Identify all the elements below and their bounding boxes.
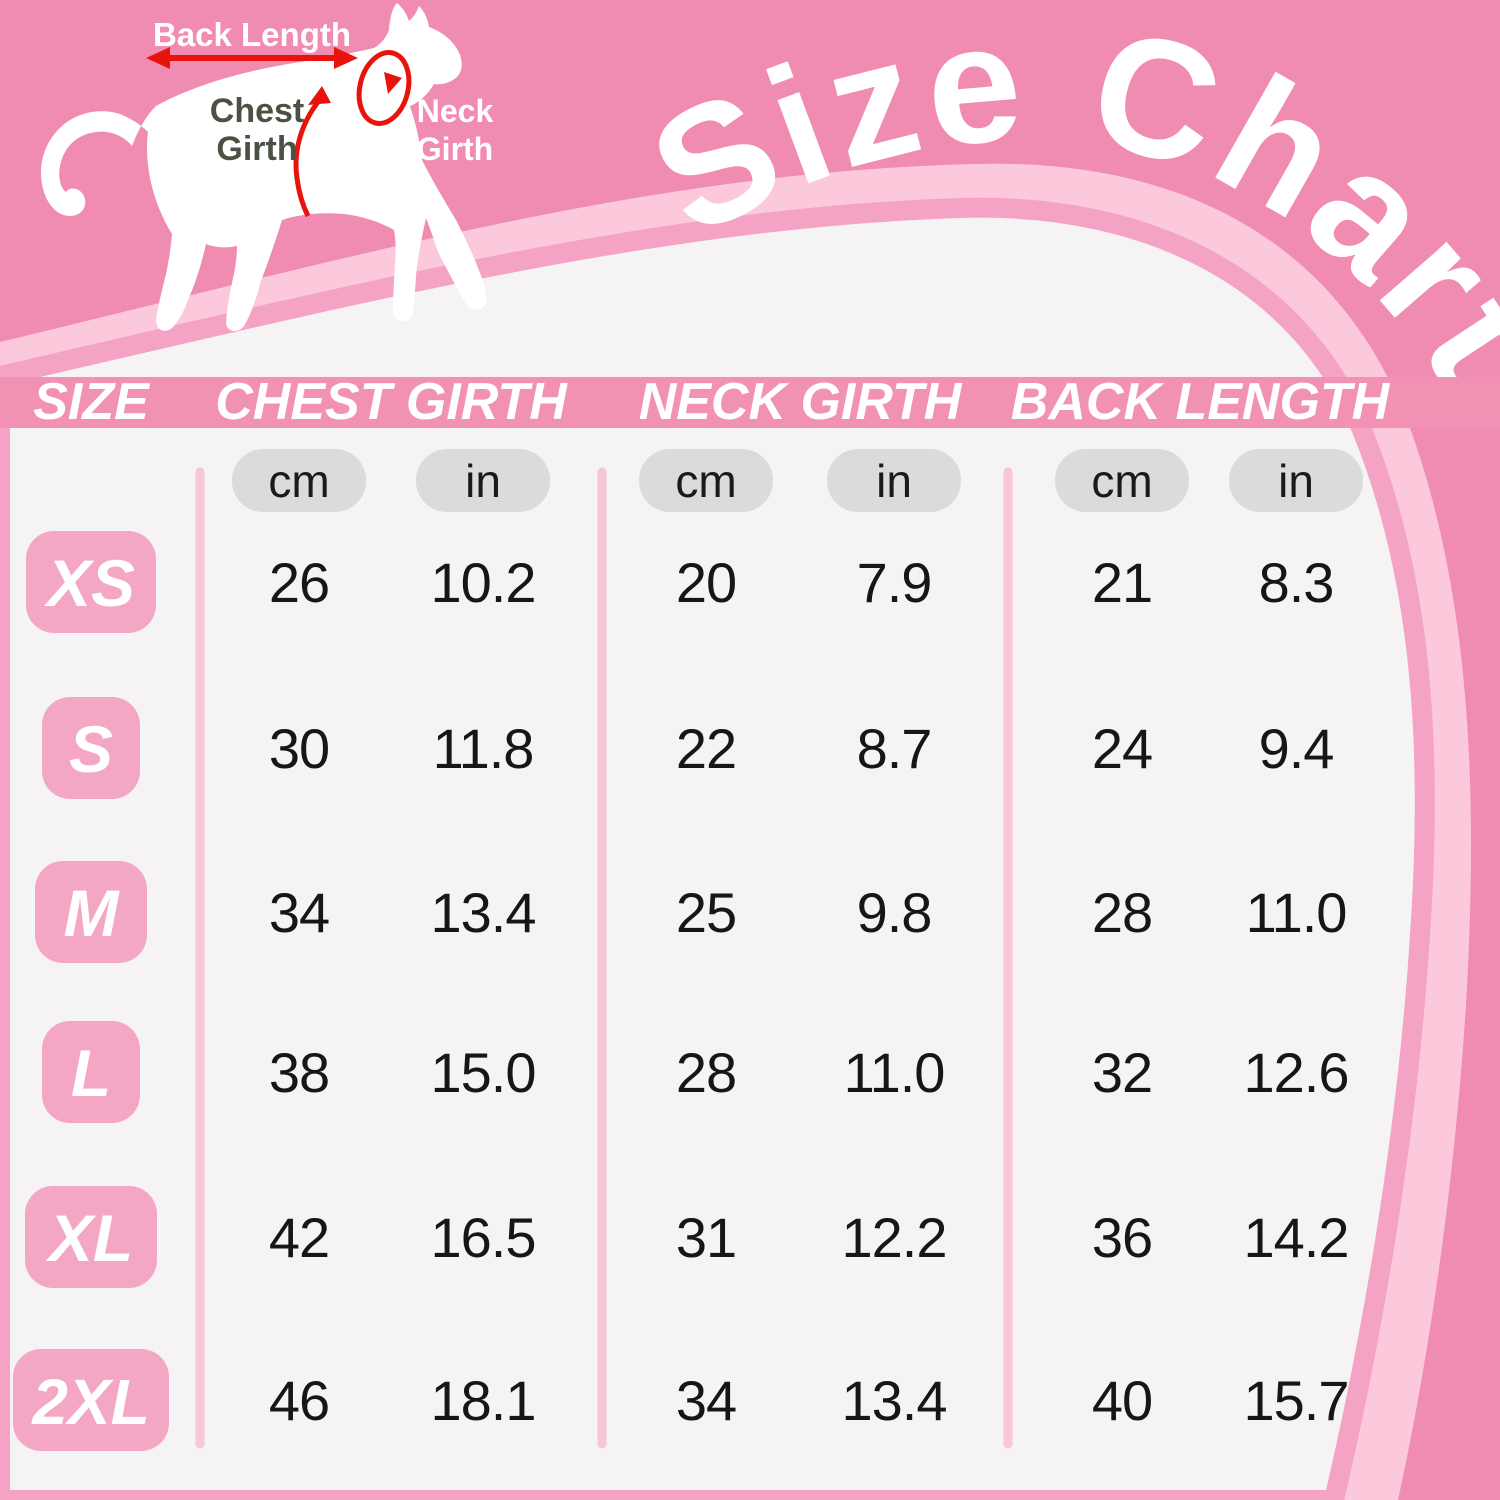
cell-xs-neck-in: 7.9: [857, 551, 932, 614]
badge-xl: [25, 1186, 157, 1288]
cell-xl-chest-in: 16.5: [431, 1206, 536, 1269]
unit-label: cm: [675, 455, 736, 507]
badge-m: [35, 861, 147, 963]
size-badges: XS S M L XL 2XL: [13, 531, 169, 1451]
chest-girth-label-line1: Chest: [210, 92, 304, 130]
cell-l-back-cm: 32: [1092, 1041, 1152, 1104]
pill-chest-cm: [232, 449, 366, 512]
badge-label-l: L: [71, 1036, 111, 1110]
curved-band: [0, 163, 1472, 1500]
cell-xl-chest-cm: 42: [269, 1206, 329, 1269]
cell-l-back-in: 12.6: [1244, 1041, 1349, 1104]
cell-m-neck-in: 9.8: [857, 881, 932, 944]
cell-s-back-in: 9.4: [1259, 717, 1334, 780]
unit-label: cm: [268, 455, 329, 507]
unit-label: in: [465, 455, 501, 507]
back-length-arrow: [146, 47, 358, 69]
cell-s-chest-cm: 30: [269, 717, 329, 780]
cell-l-neck-cm: 28: [676, 1041, 736, 1104]
pill-back-in: [1229, 449, 1363, 512]
neck-girth-loop: [356, 50, 412, 126]
cell-m-neck-cm: 25: [676, 881, 736, 944]
badge-l: [42, 1021, 140, 1123]
table-values: 26 10.2 20 7.9 21 8.3 30 11.8 22 8.7 24 …: [269, 551, 1350, 1432]
cell-m-back-in: 11.0: [1246, 881, 1347, 944]
cell-s-neck-in: 8.7: [857, 717, 932, 780]
cell-2xl-back-cm: 40: [1092, 1369, 1152, 1432]
chest-girth-loop: [293, 86, 331, 218]
cell-s-back-cm: 24: [1092, 717, 1152, 780]
cat-silhouette: [40, 3, 487, 332]
header-size: SIZE: [33, 373, 150, 431]
header-back-length: BACK LENGTH: [1011, 373, 1391, 431]
cell-2xl-neck-cm: 34: [676, 1369, 736, 1432]
pill-back-cm: [1055, 449, 1189, 512]
cell-l-chest-cm: 38: [269, 1041, 329, 1104]
column-dividers: [195, 467, 1013, 1449]
neck-girth-label-line2: Girth: [417, 131, 493, 167]
pill-chest-in: [416, 449, 550, 512]
cell-xs-chest-in: 10.2: [431, 551, 536, 614]
cell-xl-neck-cm: 31: [676, 1206, 736, 1269]
badge-2xl: [13, 1349, 169, 1451]
unit-label: in: [1278, 455, 1314, 507]
cell-2xl-back-in: 15.7: [1244, 1369, 1349, 1432]
back-length-label: Back Length: [153, 16, 351, 53]
cat-measure-diagram: Back Length Chest Girth Neck Girth: [40, 3, 494, 332]
badge-label-m: M: [64, 876, 121, 950]
cell-xs-back-cm: 21: [1092, 551, 1152, 614]
pill-neck-in: [827, 449, 961, 512]
badge-label-xl: XL: [45, 1201, 133, 1275]
badge-label-s: S: [69, 712, 113, 786]
badge-label-2xl: 2XL: [31, 1366, 149, 1438]
cell-xl-back-cm: 36: [1092, 1206, 1152, 1269]
unit-label: in: [876, 455, 912, 507]
cell-m-back-cm: 28: [1092, 881, 1152, 944]
badge-xs: [26, 531, 156, 633]
cell-xs-chest-cm: 26: [269, 551, 329, 614]
table-header-band: [0, 377, 1500, 428]
chest-girth-label-line2: Girth: [216, 130, 297, 168]
badge-s: [42, 697, 140, 799]
cell-xl-back-in: 14.2: [1244, 1206, 1349, 1269]
cell-m-chest-in: 13.4: [431, 881, 536, 944]
neck-girth-label-line1: Neck: [417, 93, 494, 129]
cell-s-neck-cm: 22: [676, 717, 736, 780]
cell-l-chest-in: 15.0: [431, 1041, 536, 1104]
unit-pills: cm in cm in cm in: [232, 449, 1363, 512]
cell-2xl-chest-cm: 46: [269, 1369, 329, 1432]
header-chest-girth: CHEST GIRTH: [215, 373, 568, 431]
cell-xs-neck-cm: 20: [676, 551, 736, 614]
cell-2xl-chest-in: 18.1: [431, 1369, 536, 1432]
cell-xl-neck-in: 12.2: [842, 1206, 947, 1269]
cell-s-chest-in: 11.8: [433, 717, 534, 780]
unit-label: cm: [1091, 455, 1152, 507]
cell-xs-back-in: 8.3: [1259, 551, 1334, 614]
header-neck-girth: NECK GIRTH: [639, 373, 963, 431]
cell-2xl-neck-in: 13.4: [842, 1369, 947, 1432]
cell-l-neck-in: 11.0: [844, 1041, 945, 1104]
badge-label-xs: XS: [43, 546, 135, 620]
pill-neck-cm: [639, 449, 773, 512]
cell-m-chest-cm: 34: [269, 881, 329, 944]
